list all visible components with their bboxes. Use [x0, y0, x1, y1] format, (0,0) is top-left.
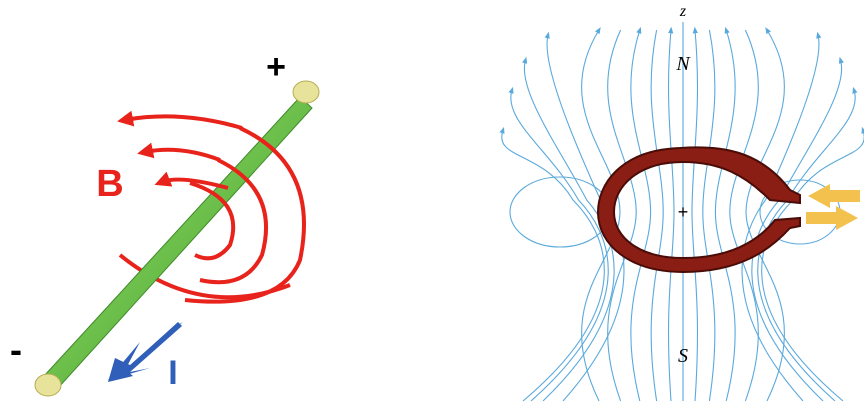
field-line	[667, 26, 675, 401]
loop-diagram: z N + S	[499, 3, 864, 401]
field-line	[691, 26, 699, 401]
field-line	[508, 86, 609, 401]
field-line	[702, 29, 716, 401]
field-arc	[154, 171, 229, 190]
field-line	[761, 126, 864, 401]
field-line	[650, 29, 664, 401]
field-lines	[499, 26, 864, 401]
field-arc	[117, 110, 243, 130]
field-line	[729, 29, 759, 401]
field-line	[757, 86, 858, 401]
field-label: B	[96, 163, 123, 205]
field-line	[499, 126, 605, 401]
field-arc	[189, 181, 236, 261]
field-line	[607, 29, 637, 401]
field-line	[630, 26, 652, 401]
current-loop	[596, 146, 801, 274]
current-in-arrow	[808, 184, 860, 208]
field-loop	[509, 176, 611, 248]
field-line	[522, 56, 615, 401]
wire-diagram: + B - I	[10, 48, 320, 397]
center-label: +	[678, 202, 689, 222]
north-label: N	[675, 53, 691, 75]
axis-label: z	[679, 3, 687, 20]
minus-label: -	[10, 329, 22, 370]
rod-end	[34, 373, 62, 397]
field-line	[714, 26, 736, 401]
field-line	[581, 27, 621, 401]
field-arc	[184, 126, 306, 304]
field-line	[751, 56, 844, 401]
plus-label: +	[266, 48, 286, 86]
rod	[43, 96, 313, 389]
current-label: I	[168, 354, 177, 392]
rod-end	[292, 80, 320, 104]
field-arc	[199, 158, 268, 285]
field-line	[741, 31, 822, 401]
field-arc	[137, 142, 221, 162]
current-out-arrow	[806, 206, 858, 230]
field-line	[745, 27, 785, 401]
current-arrow	[108, 322, 183, 382]
south-label: S	[678, 345, 688, 367]
